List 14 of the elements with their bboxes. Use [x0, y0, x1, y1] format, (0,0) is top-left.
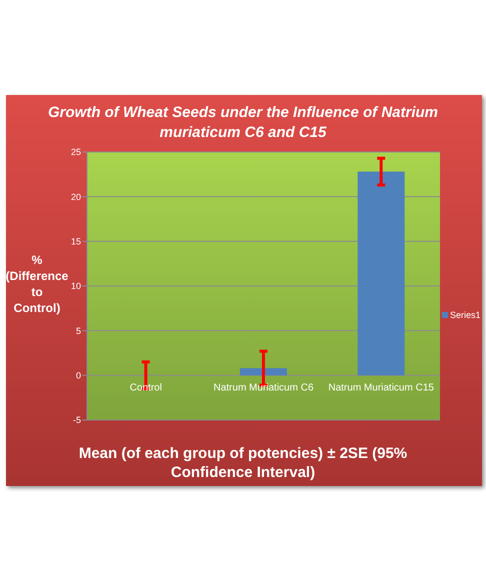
- x-tick-label: Natrum Muriaticum C15: [328, 382, 434, 394]
- y-tick-label: 25: [70, 147, 81, 158]
- x-axis-title: Mean (of each group of potencies) ± 2SE (95% Confidence Interval): [78, 444, 408, 482]
- y-tick-label: -5: [72, 415, 81, 426]
- y-tick-label: 5: [76, 326, 81, 336]
- y-tick-label: 10: [70, 281, 81, 292]
- x-tick-label: Natrum Muriaticum C6: [213, 382, 314, 394]
- y-tick-label: 20: [70, 192, 81, 202]
- chart-title: Growth of Wheat Seeds under the Influence of Natrium muriaticum C6 and C15: [46, 103, 440, 143]
- legend-label: Series1: [450, 310, 481, 320]
- y-axis-title: % (Difference to Control): [6, 252, 68, 316]
- y-tick-label: 15: [70, 236, 81, 247]
- x-tick-label: Control: [130, 382, 162, 394]
- y-tick-label: 0: [76, 370, 81, 381]
